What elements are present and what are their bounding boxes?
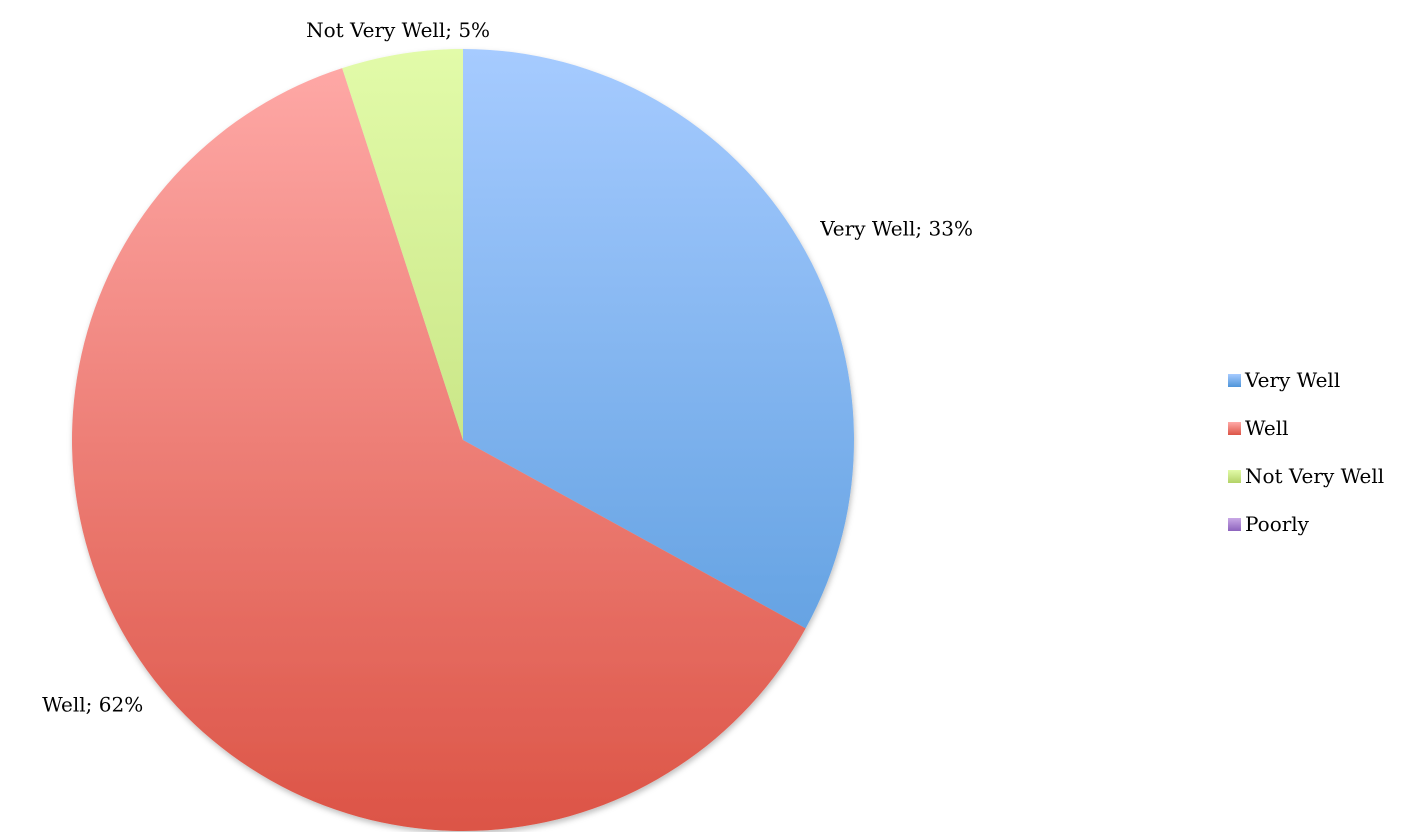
legend-label-not-very-well: Not Very Well: [1245, 464, 1385, 488]
legend-label-very-well: Very Well: [1245, 368, 1341, 392]
legend-swatch-very-well: [1228, 373, 1241, 387]
slice-not-very-well: [342, 49, 463, 440]
data-label-very-well: Very Well; 33%: [819, 217, 973, 241]
legend-item-very-well: Very Well: [1228, 356, 1384, 404]
legend-label-poorly: Poorly: [1245, 512, 1309, 536]
legend-item-well: Well: [1228, 404, 1384, 452]
pie-slices: [71, 49, 854, 832]
pie-data-labels: Very Well; 33% Well; 62% Not Very Well; 5%: [42, 18, 973, 716]
slice-well: [71, 68, 806, 832]
legend-label-well: Well: [1245, 416, 1289, 440]
data-label-well: Well; 62%: [42, 693, 143, 717]
slice-very-well: [463, 49, 854, 629]
legend-item-not-very-well: Not Very Well: [1228, 452, 1384, 500]
legend-swatch-well: [1228, 421, 1241, 435]
legend-swatch-not-very-well: [1228, 469, 1241, 483]
legend-item-poorly: Poorly: [1228, 500, 1384, 548]
chart-legend: Very Well Well Not Very Well Poorly: [1228, 356, 1384, 548]
legend-swatch-poorly: [1228, 517, 1241, 531]
data-label-not-very-well: Not Very Well; 5%: [306, 18, 490, 42]
